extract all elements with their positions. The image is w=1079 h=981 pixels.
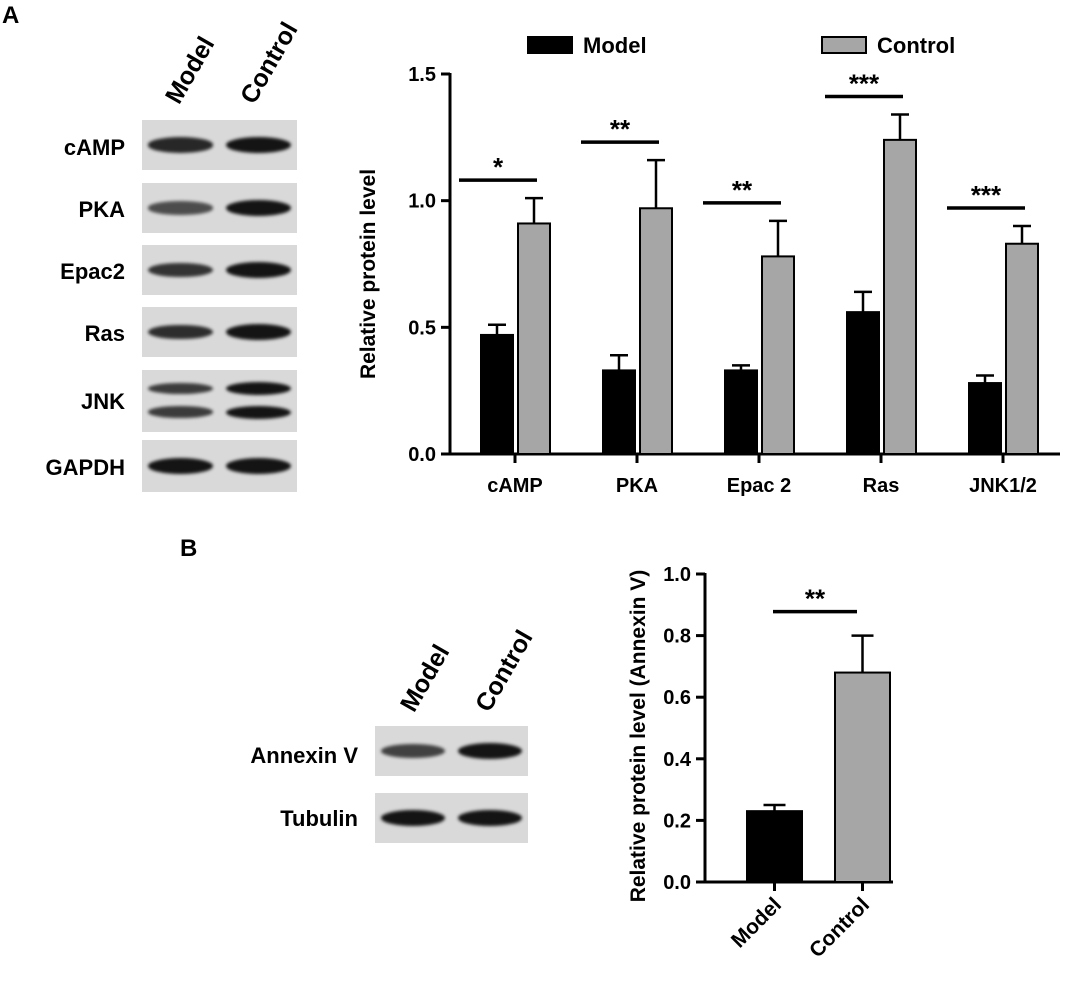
y-tick-label: 0.2	[663, 810, 691, 832]
bar	[602, 369, 636, 455]
y-tick-label: 0.6	[663, 687, 691, 709]
blot-strip	[142, 245, 297, 295]
bar	[846, 311, 880, 455]
x-tick-label: Ras	[863, 475, 900, 497]
blot-band	[381, 810, 446, 826]
blot-label: Annexin V	[250, 743, 358, 768]
x-tick-label: cAMP	[487, 475, 543, 497]
significance-label: ***	[849, 69, 880, 99]
blot-band	[225, 382, 291, 396]
y-axis-label: Relative protein level (Annexin V)	[627, 570, 650, 903]
blot-band	[148, 137, 214, 153]
blot-band	[148, 382, 214, 395]
blot-band	[225, 200, 291, 216]
blot-label: GAPDH	[45, 455, 125, 480]
panel-letter-a: A	[2, 2, 20, 29]
blot-strip	[142, 120, 297, 170]
blot-label: PKA	[78, 197, 125, 222]
y-tick-label: 1.5	[408, 64, 436, 86]
lane-label-control: Control	[234, 17, 304, 109]
y-axis-label: Relative protein level	[357, 169, 380, 379]
blot-band	[457, 743, 522, 759]
blot-band	[225, 405, 291, 419]
panel-letter-b: B	[180, 535, 198, 562]
blot-band	[225, 262, 291, 278]
y-tick-label: 0.4	[663, 749, 692, 771]
y-tick-label: 1.0	[408, 191, 436, 213]
bar	[517, 222, 551, 455]
bar	[639, 207, 673, 455]
significance-label: *	[493, 152, 504, 182]
bar	[1005, 242, 1039, 455]
bar	[834, 671, 891, 883]
y-tick-label: 0.8	[663, 626, 691, 648]
blot-label: Ras	[84, 321, 125, 346]
legend-label: Control	[877, 33, 955, 58]
legend-swatch	[527, 36, 573, 54]
blot-band	[457, 810, 522, 826]
legend-swatch	[821, 36, 867, 54]
blot-band	[148, 262, 214, 278]
x-tick-label: JNK1/2	[969, 475, 1037, 497]
blot-strip	[142, 440, 297, 492]
blot-band	[148, 324, 214, 340]
blot-band	[225, 137, 291, 153]
blot-strip	[375, 726, 528, 776]
significance-label: **	[610, 114, 631, 144]
bar	[883, 138, 917, 455]
blot-band	[148, 458, 214, 474]
x-tick-label: Epac 2	[727, 475, 791, 497]
bar-chart-a: 0.0 0.5 1.0 1.5 Relative protein level cAMP * P…	[357, 33, 1060, 497]
y-tick-label: 0.0	[408, 444, 436, 466]
blot-band	[225, 458, 291, 474]
bar-chart-b: 0.0 0.2 0.4 0.6 0.8 1.0 Relative protein level…	[627, 564, 893, 962]
blot-strip	[142, 307, 297, 357]
blot-label: cAMP	[63, 135, 125, 160]
significance-label: **	[805, 584, 826, 614]
x-tick-label: Model	[727, 893, 786, 952]
y-tick-label: 1.0	[663, 564, 691, 586]
blot-label: Tubulin	[280, 806, 358, 831]
x-tick-label: Control	[805, 893, 874, 962]
significance-label: ***	[971, 180, 1002, 210]
lane-label-control: Control	[469, 625, 539, 717]
blot-strip	[375, 793, 528, 843]
blot-label: JNK	[80, 389, 125, 414]
bar	[761, 255, 795, 455]
bar	[746, 810, 803, 883]
blot-band	[148, 406, 214, 418]
y-tick-label: 0.0	[663, 872, 691, 894]
x-tick-label: PKA	[616, 475, 658, 497]
blot-label: Epac2	[60, 259, 125, 284]
bar	[968, 382, 1002, 456]
bar	[480, 333, 514, 455]
bar	[724, 369, 758, 455]
blot-band	[225, 324, 291, 340]
blot-band	[148, 201, 214, 215]
blot-strip	[142, 370, 297, 432]
blot-band	[381, 744, 446, 758]
y-tick-label: 0.5	[408, 317, 436, 339]
significance-label: **	[732, 175, 753, 205]
blot-strip	[142, 183, 297, 233]
lane-label-model: Model	[159, 31, 221, 109]
legend-label: Model	[583, 33, 647, 58]
lane-label-model: Model	[394, 639, 456, 717]
